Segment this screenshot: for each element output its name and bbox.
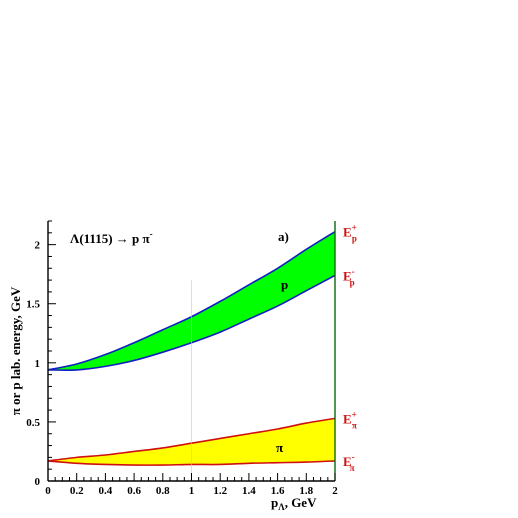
- x-tick-label: 1.6: [271, 485, 285, 497]
- x-tick-label: 0: [45, 485, 51, 497]
- x-axis-title-base: p: [271, 495, 278, 510]
- y-tick-label: 1.5: [26, 299, 40, 311]
- energy-label-sub: π: [352, 420, 357, 430]
- x-tick-label: 2: [332, 485, 338, 497]
- energy-label-sup: -: [352, 266, 355, 276]
- y-tick-label: 0.5: [26, 417, 40, 429]
- x-tick-label: 0.8: [156, 485, 170, 497]
- x-axis-title: pΛ, GeV: [271, 495, 317, 512]
- x-axis-title-sub: Λ: [278, 502, 285, 512]
- x-axis-title-suffix: , GeV: [285, 495, 317, 510]
- reaction-sup: -: [150, 229, 153, 239]
- reaction-text: Λ(1115) → p π: [70, 231, 150, 246]
- x-tick-label: 1.8: [299, 485, 313, 497]
- energy-label-sub: π: [350, 463, 355, 473]
- energy-label-sup: +: [352, 223, 357, 233]
- energy-label-base: E: [343, 225, 352, 240]
- band-label-0: p: [281, 277, 288, 292]
- band-label-1: π: [276, 440, 283, 455]
- energy-label-sup: +: [352, 409, 357, 419]
- energy-label-sub: p: [350, 277, 355, 287]
- energy-label-base: E: [343, 411, 352, 426]
- energy-label-2: E+ π: [343, 409, 357, 430]
- x-tick-label: 0.4: [99, 485, 113, 497]
- axes-layer: [47, 220, 336, 482]
- x-tick-label: 0.6: [127, 485, 141, 497]
- y-tick-label: 2: [35, 240, 41, 252]
- reaction-label: Λ(1115) → p π-: [70, 229, 153, 246]
- energy-label-sup: -: [352, 452, 355, 462]
- y-tick-label: 1: [35, 358, 41, 370]
- panel-label: a): [278, 229, 289, 244]
- y-axis-title: π or p lab. energy, GeV: [8, 286, 23, 415]
- x-tick-label: 1.2: [213, 485, 227, 497]
- x-tick-label: 1.4: [242, 485, 256, 497]
- x-tick-label: 1: [189, 485, 195, 497]
- energy-label-base: E: [343, 268, 352, 283]
- energy-label-0: E+ p: [343, 223, 357, 244]
- energy-label-1: E-p: [343, 266, 355, 287]
- x-tick-label: 0.2: [70, 485, 84, 497]
- energy-label-sub: p: [352, 234, 357, 244]
- energy-label-base: E: [343, 454, 352, 469]
- tick-labels-layer: 0 0.2 0.4 0.6 0.8 1 1.2 1.4 1.6 1.8 2 0 0.5 1 1.5 2: [26, 240, 338, 497]
- y-tick-label: 0: [35, 476, 41, 488]
- energy-label-3: E-π: [343, 452, 355, 473]
